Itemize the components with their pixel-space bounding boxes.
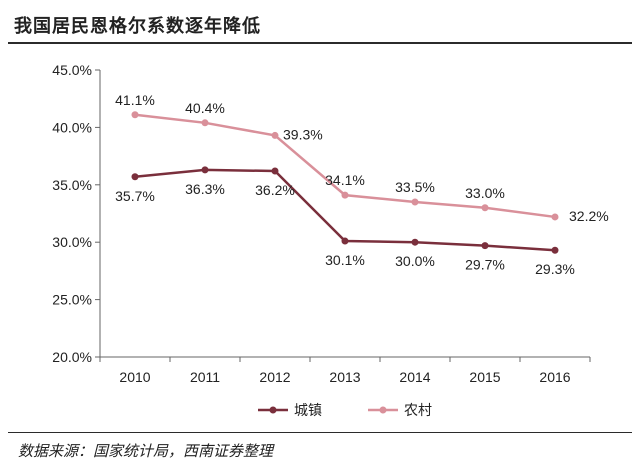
data-point bbox=[551, 246, 559, 254]
data-label: 36.2% bbox=[255, 182, 295, 198]
data-point bbox=[271, 167, 279, 175]
data-label: 33.5% bbox=[395, 179, 435, 195]
data-label: 39.3% bbox=[283, 126, 323, 142]
x-tick-label: 2014 bbox=[399, 369, 430, 385]
source-note: 数据来源：国家统计局，西南证券整理 bbox=[18, 442, 274, 460]
chart-title: 我国居民恩格尔系数逐年降低 bbox=[14, 16, 261, 37]
data-point bbox=[411, 238, 419, 246]
data-point bbox=[341, 237, 349, 245]
data-label: 29.3% bbox=[535, 261, 575, 277]
data-label: 29.7% bbox=[465, 257, 505, 273]
data-label: 36.3% bbox=[185, 181, 225, 197]
data-label: 33.0% bbox=[465, 185, 505, 201]
data-label: 30.1% bbox=[325, 252, 365, 268]
x-tick-label: 2011 bbox=[190, 369, 220, 385]
x-tick-label: 2016 bbox=[539, 369, 570, 385]
legend-marker bbox=[379, 406, 387, 414]
x-tick-label: 2010 bbox=[119, 369, 150, 385]
data-point bbox=[131, 111, 139, 119]
series-line-2 bbox=[134, 113, 556, 219]
data-point bbox=[411, 198, 419, 206]
y-tick-label: 25.0% bbox=[52, 292, 92, 308]
legend-label-1: 城镇 bbox=[294, 402, 322, 418]
x-tick-label: 2013 bbox=[329, 369, 360, 385]
y-tick-label: 30.0% bbox=[52, 234, 92, 250]
data-point bbox=[551, 213, 559, 221]
legend-marker bbox=[269, 406, 277, 414]
y-tick-label: 35.0% bbox=[52, 177, 92, 193]
data-label: 35.7% bbox=[115, 188, 155, 204]
footer-divider bbox=[8, 432, 632, 433]
data-point bbox=[341, 191, 349, 199]
y-tick-label: 20.0% bbox=[52, 349, 92, 365]
data-point bbox=[201, 166, 209, 174]
data-point bbox=[271, 131, 279, 139]
y-tick-label: 40.0% bbox=[52, 119, 92, 135]
data-point bbox=[131, 173, 139, 181]
data-label: 32.2% bbox=[569, 208, 609, 224]
data-label: 30.0% bbox=[395, 253, 435, 269]
data-point bbox=[201, 119, 209, 127]
title-divider bbox=[8, 42, 632, 44]
x-tick-label: 2015 bbox=[469, 369, 500, 385]
data-label: 40.4% bbox=[185, 100, 225, 116]
x-tick-label: 2012 bbox=[259, 369, 290, 385]
data-point bbox=[481, 242, 489, 250]
legend-label-2: 农村 bbox=[404, 402, 432, 418]
data-point bbox=[481, 204, 489, 212]
y-tick-label: 45.0% bbox=[52, 62, 92, 78]
data-label: 34.1% bbox=[325, 172, 365, 188]
data-label: 41.1% bbox=[115, 92, 155, 108]
